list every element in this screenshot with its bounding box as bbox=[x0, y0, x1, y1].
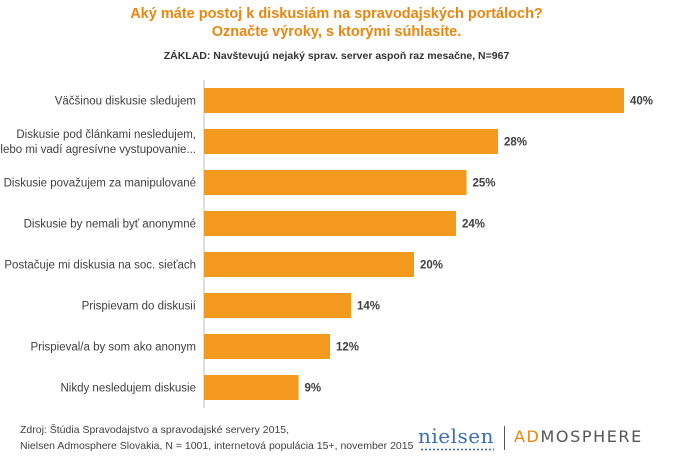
chart-title-line1: Aký máte postoj k diskusiám na spravodaj… bbox=[130, 6, 543, 22]
bar-value-label: 40% bbox=[630, 96, 653, 108]
source-note-line2: Nielsen Admosphere Slovakia, N = 1001, i… bbox=[20, 440, 414, 452]
category-label-line: Prispieval/a by som ako anonym bbox=[30, 342, 196, 354]
bar-value-label: 9% bbox=[305, 383, 322, 395]
category-label-line: Väčšinou diskusie sledujem bbox=[55, 96, 196, 108]
bar-value-label: 25% bbox=[473, 178, 496, 190]
bar-value-label: 28% bbox=[504, 137, 527, 149]
logos: nielsen ADMOSPHERE bbox=[418, 424, 668, 454]
category-label: Diskusie považujem za manipulované bbox=[4, 178, 196, 190]
source-note-line1: Zdroj: Štúdia Spravodajstvo a spravodajs… bbox=[20, 424, 290, 436]
category-label: Väčšinou diskusie sledujem bbox=[55, 96, 196, 108]
chart-basis-note: ZÁKLAD: Navštevujú nejaký sprav. server … bbox=[163, 50, 510, 62]
category-label: Prispievam do diskusií bbox=[82, 301, 197, 313]
nielsen-logo: nielsen bbox=[418, 424, 494, 448]
bar-value-label: 24% bbox=[462, 219, 485, 231]
bar bbox=[204, 88, 624, 113]
bar bbox=[204, 252, 414, 277]
bar bbox=[204, 211, 456, 236]
admosphere-logo: ADMOSPHERE bbox=[514, 427, 643, 446]
admosphere-logo-accent: AD bbox=[514, 427, 541, 446]
nielsen-logo-dots bbox=[420, 448, 494, 451]
category-label: Nikdy nesledujem diskusie bbox=[60, 383, 196, 395]
category-label: Diskusie by nemali byť anonymné bbox=[24, 219, 196, 231]
category-label-line: Diskusie pod článkami nesledujem, bbox=[16, 129, 196, 141]
category-label-line: Diskusie považujem za manipulované bbox=[4, 178, 196, 190]
admosphere-logo-rest: MOSPHERE bbox=[540, 427, 643, 446]
category-label-line: Postačuje mi diskusia na soc. sieťach bbox=[4, 260, 196, 272]
chart-title-line2: Označte výroky, s ktorými súhlasíte. bbox=[211, 24, 462, 40]
category-label-line: Diskusie by nemali byť anonymné bbox=[24, 219, 196, 231]
bar bbox=[204, 375, 299, 400]
category-label-line: Prispievam do diskusií bbox=[82, 301, 197, 313]
bar-value-label: 14% bbox=[357, 301, 380, 313]
bar-value-label: 12% bbox=[336, 342, 359, 354]
category-label-line: lebo mi vadí agresívne vystupovanie... bbox=[0, 144, 196, 156]
bar bbox=[204, 293, 351, 318]
category-label: Prispieval/a by som ako anonym bbox=[30, 342, 196, 354]
bar-chart: 40% Väčšinou diskusie sledujem 28% Diskusie… bbox=[0, 80, 653, 408]
bar bbox=[204, 334, 330, 359]
category-label: Postačuje mi diskusia na soc. sieťach bbox=[4, 260, 196, 272]
bar bbox=[204, 129, 498, 154]
bar-value-label: 20% bbox=[420, 260, 443, 272]
logo-divider bbox=[504, 426, 505, 450]
category-label-line: Nikdy nesledujem diskusie bbox=[60, 383, 196, 395]
bar bbox=[204, 170, 467, 195]
category-label: Diskusie pod článkami nesledujem, lebo mi… bbox=[0, 129, 196, 156]
